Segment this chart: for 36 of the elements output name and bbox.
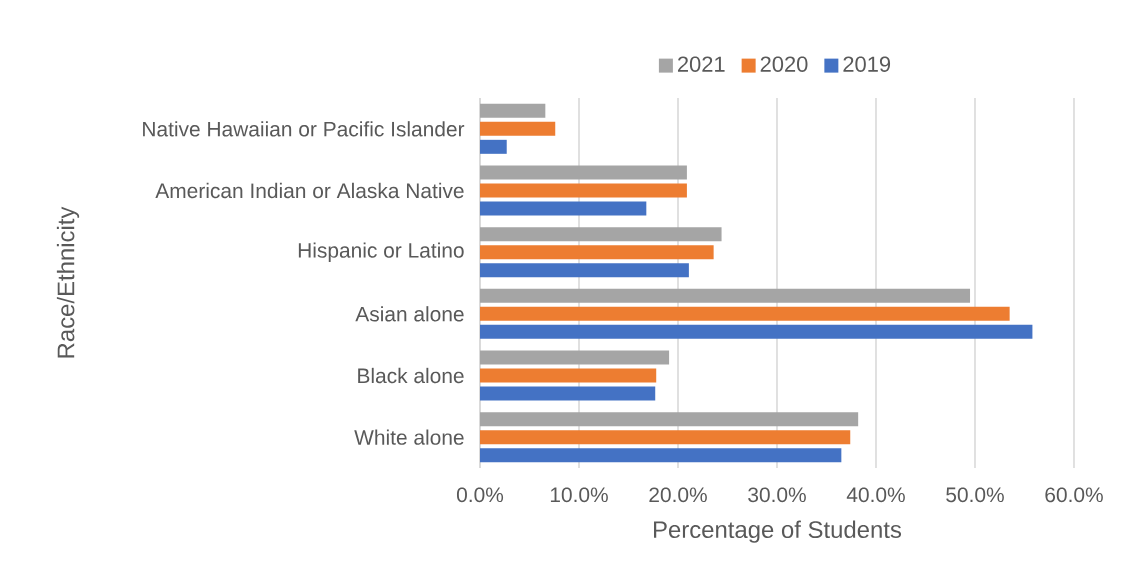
bar [480, 386, 656, 401]
bar [480, 412, 859, 427]
bar [480, 306, 1010, 321]
bar [480, 183, 687, 198]
bar [480, 165, 687, 180]
bar [480, 227, 722, 242]
x-tick-label: 0.0% [456, 487, 504, 503]
bar [480, 448, 842, 463]
y-tick-label: Hispanic or Latino [298, 242, 464, 262]
bar [480, 430, 851, 445]
y-tick-label: American Indian or Alaska Native [155, 182, 464, 199]
y-axis-title: Race/Ethnicity [56, 206, 80, 358]
y-tick-label: Black alone [358, 367, 464, 384]
bar [480, 201, 647, 216]
y-tick-label: Native Hawaiian or Pacific Islander [143, 121, 465, 137]
bar [480, 324, 1033, 339]
x-tick-label: 30.0% [748, 487, 806, 503]
x-tick-label: 60.0% [1045, 487, 1103, 503]
legend-label: 2020 [760, 56, 808, 72]
legend-label: 2021 [677, 56, 725, 72]
x-tick-label: 50.0% [946, 487, 1004, 503]
bar [480, 245, 714, 260]
legend-label: 2019 [843, 56, 891, 72]
bar [480, 139, 507, 154]
y-tick-label: Asian alone [355, 306, 464, 322]
x-tick-label: 10.0% [550, 487, 608, 503]
bar [480, 288, 971, 303]
bar [480, 103, 546, 118]
y-tick-label: White alone [354, 429, 464, 445]
x-axis-title: Percentage of Students [654, 520, 902, 543]
bar [480, 121, 556, 136]
bar [480, 368, 657, 383]
x-tick-label: 20.0% [649, 487, 707, 503]
x-tick-label: 40.0% [846, 487, 905, 503]
bar [480, 263, 689, 278]
bar [480, 350, 670, 365]
